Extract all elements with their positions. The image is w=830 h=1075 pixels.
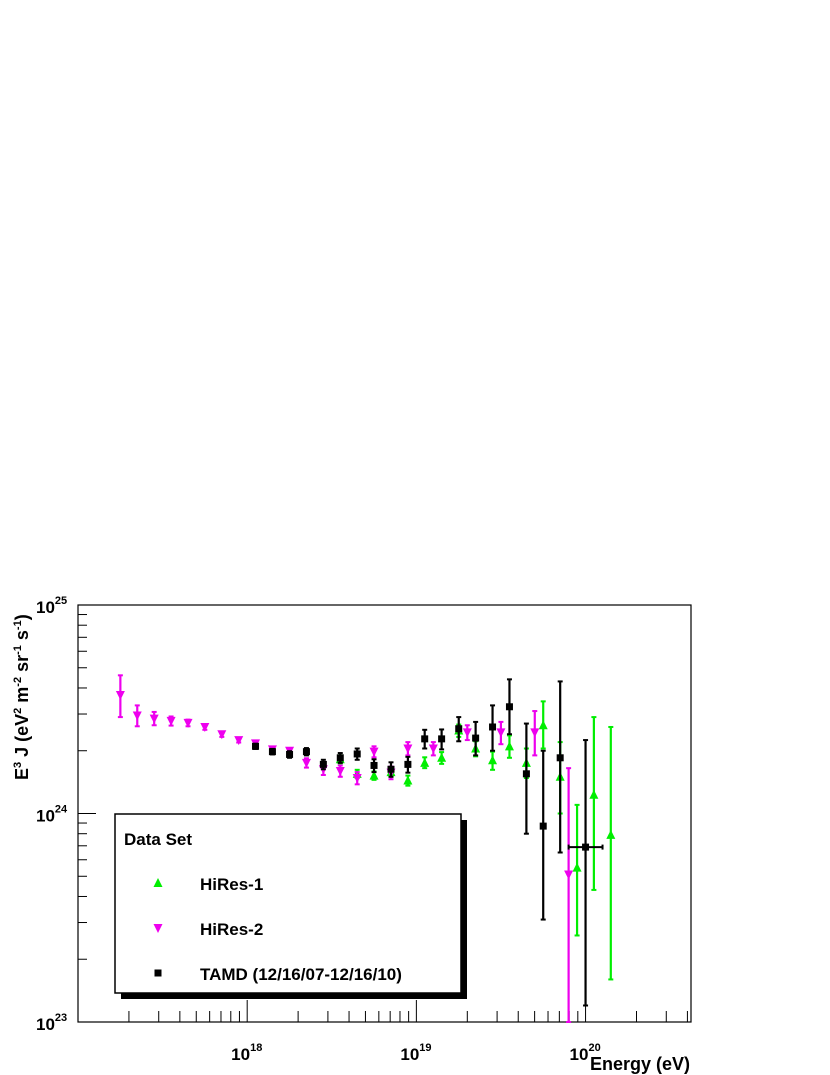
series-2 <box>252 678 604 1007</box>
data-point <box>183 718 193 728</box>
data-point <box>589 789 599 799</box>
data-point <box>437 752 447 762</box>
y-tick-label: 1025 <box>36 595 67 617</box>
x-tick-label: 1019 <box>400 1042 431 1064</box>
legend-label-hires2: HiRes-2 <box>200 920 263 939</box>
data-point <box>455 725 463 733</box>
data-point <box>200 722 210 732</box>
data-points <box>115 674 616 1023</box>
data-point <box>370 761 378 769</box>
legend-marker-1 <box>153 924 163 933</box>
axis-ticks <box>77 604 688 1023</box>
data-point <box>252 742 260 750</box>
data-point <box>286 750 294 758</box>
data-point <box>488 755 498 765</box>
data-point <box>556 754 564 762</box>
legend-marker-2 <box>154 969 162 977</box>
data-point <box>420 757 430 767</box>
data-point <box>404 760 412 768</box>
data-point <box>301 758 311 768</box>
data-point <box>268 748 276 756</box>
x-tick-label: 1018 <box>231 1042 262 1064</box>
data-point <box>115 691 125 701</box>
data-point <box>504 741 514 751</box>
data-point <box>421 735 429 743</box>
data-point <box>132 711 142 721</box>
legend-marker-0 <box>153 878 163 887</box>
data-point <box>387 765 395 773</box>
data-point <box>217 730 227 740</box>
data-point <box>606 829 616 839</box>
data-point <box>572 862 582 872</box>
data-point <box>582 843 590 851</box>
y-tick-label: 1023 <box>36 1012 67 1034</box>
legend: Data Set HiRes-1 HiRes-2 TAMD (12/16/07-… <box>114 813 467 999</box>
data-point <box>335 766 345 776</box>
x-tick-label: 1020 <box>570 1042 601 1064</box>
legend-label-hires1: HiRes-1 <box>200 875 263 894</box>
data-point <box>538 720 548 730</box>
y-tick-label: 1024 <box>36 804 68 826</box>
data-point <box>428 744 438 754</box>
data-point <box>149 714 159 724</box>
data-point <box>505 703 513 711</box>
legend-title: Data Set <box>124 830 192 849</box>
x-axis-title: Energy (eV) <box>590 1054 690 1074</box>
data-point <box>336 754 344 762</box>
data-point <box>472 734 480 742</box>
data-point <box>369 770 379 780</box>
y-axis-title: E3 J (eV2 m-2 sr-1 s-1) <box>12 614 32 780</box>
data-point <box>319 760 327 768</box>
data-point <box>489 723 497 731</box>
data-point <box>539 822 547 830</box>
data-point <box>352 774 362 784</box>
data-point <box>530 728 540 738</box>
data-point <box>234 736 244 746</box>
legend-label-tamd: TAMD (12/16/07-12/16/10) <box>200 965 402 984</box>
tick-labels: 1018 1019 1020 1023 1024 1025 <box>36 595 601 1064</box>
data-point <box>166 716 176 726</box>
legend-box <box>114 813 462 994</box>
data-point <box>522 770 530 778</box>
data-point <box>302 748 310 756</box>
data-point <box>403 744 413 754</box>
data-point <box>564 870 574 880</box>
data-point <box>353 750 361 758</box>
data-point <box>496 728 506 738</box>
data-point <box>403 775 413 785</box>
data-point <box>438 735 446 743</box>
data-point <box>462 728 472 738</box>
data-point <box>369 747 379 757</box>
